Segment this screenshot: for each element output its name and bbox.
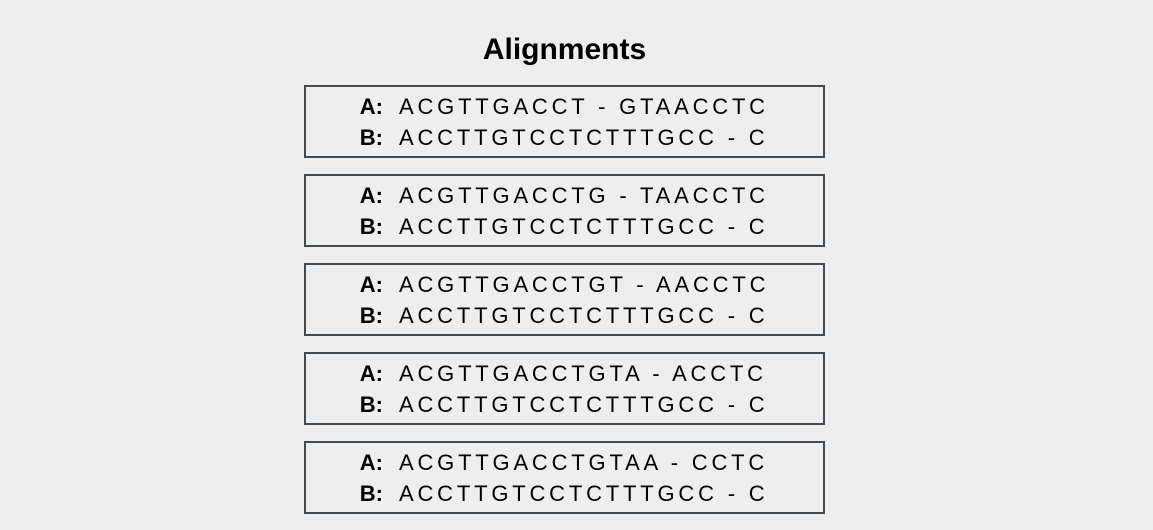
sequence-a: ACGTTGACCTGTAA - CCTC bbox=[399, 449, 769, 475]
sequence-row-a: A: ACGTTGACCT - GTAACCTC bbox=[306, 91, 823, 122]
sequence-b: ACCTTGTCCTCTTTGCC - C bbox=[399, 391, 769, 417]
sequence-a: ACGTTGACCTGTA - ACCTC bbox=[399, 360, 767, 386]
sequence-a: ACGTTGACCTG - TAACCTC bbox=[399, 182, 769, 208]
sequence-label-a: A: bbox=[359, 182, 383, 208]
alignment-card: A: ACGTTGACCT - GTAACCTC B: ACCTTGTCCTCT… bbox=[304, 85, 825, 158]
sequence-label-b: B: bbox=[359, 213, 383, 239]
alignment-card: A: ACGTTGACCTG - TAACCTC B: ACCTTGTCCTCT… bbox=[304, 174, 825, 247]
alignment-card: A: ACGTTGACCTGT - AACCTC B: ACCTTGTCCTCT… bbox=[304, 263, 825, 336]
alignment-card: A: ACGTTGACCTGTA - ACCTC B: ACCTTGTCCTCT… bbox=[304, 352, 825, 425]
sequence-label-b: B: bbox=[359, 391, 383, 417]
sequence-label-a: A: bbox=[359, 93, 383, 119]
sequence-label-a: A: bbox=[359, 449, 383, 475]
sequence-label-a: A: bbox=[359, 360, 383, 386]
page-title: Alignments bbox=[482, 33, 647, 66]
sequence-row-b: B: ACCTTGTCCTCTTTGCC - C bbox=[306, 300, 823, 331]
sequence-b: ACCTTGTCCTCTTTGCC - C bbox=[399, 302, 769, 328]
sequence-b: ACCTTGTCCTCTTTGCC - C bbox=[399, 213, 769, 239]
sequence-a: ACGTTGACCTGT - AACCTC bbox=[399, 271, 770, 297]
sequence-row-b: B: ACCTTGTCCTCTTTGCC - C bbox=[306, 211, 823, 242]
sequence-a: ACGTTGACCT - GTAACCTC bbox=[399, 93, 769, 119]
alignment-list: A: ACGTTGACCT - GTAACCTC B: ACCTTGTCCTCT… bbox=[304, 85, 825, 530]
sequence-row-b: B: ACCTTGTCCTCTTTGCC - C bbox=[306, 389, 823, 420]
alignment-card: A: ACGTTGACCTGTAA - CCTC B: ACCTTGTCCTCT… bbox=[304, 441, 825, 514]
sequence-row-a: A: ACGTTGACCTGTAA - CCTC bbox=[306, 447, 823, 478]
sequence-row-a: A: ACGTTGACCTGT - AACCTC bbox=[306, 269, 823, 300]
sequence-row-b: B: ACCTTGTCCTCTTTGCC - C bbox=[306, 478, 823, 509]
sequence-b: ACCTTGTCCTCTTTGCC - C bbox=[399, 480, 769, 506]
sequence-label-b: B: bbox=[359, 480, 383, 506]
sequence-row-a: A: ACGTTGACCTG - TAACCTC bbox=[306, 180, 823, 211]
sequence-label-b: B: bbox=[359, 302, 383, 328]
sequence-label-a: A: bbox=[359, 271, 383, 297]
sequence-row-b: B: ACCTTGTCCTCTTTGCC - C bbox=[306, 122, 823, 153]
sequence-b: ACCTTGTCCTCTTTGCC - C bbox=[399, 124, 769, 150]
sequence-row-a: A: ACGTTGACCTGTA - ACCTC bbox=[306, 358, 823, 389]
sequence-label-b: B: bbox=[359, 124, 383, 150]
